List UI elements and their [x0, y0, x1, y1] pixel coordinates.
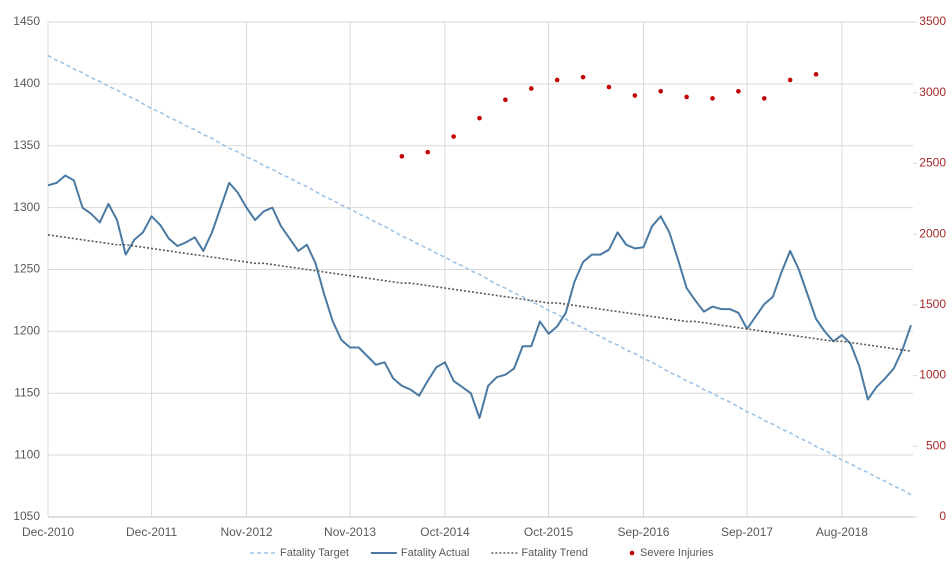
y-tick-label: 1050 — [13, 509, 40, 523]
x-tick-label: Nov-2012 — [220, 525, 272, 539]
y2-tick-label: 3500 — [919, 14, 946, 28]
point — [761, 96, 767, 101]
x-tick-label: Oct-2014 — [420, 525, 470, 539]
y2-tick-label: 2500 — [919, 156, 946, 170]
point — [451, 134, 456, 139]
series-line — [47, 174, 912, 419]
legend-label: Fatality Target — [280, 547, 349, 559]
y-tick-label: 1300 — [13, 200, 40, 214]
point — [684, 94, 689, 100]
point — [503, 97, 508, 103]
x-tick-label: Oct-2015 — [524, 525, 574, 539]
point — [632, 93, 638, 98]
point — [554, 77, 560, 83]
x-tick-label: Sep-2016 — [617, 525, 669, 539]
y-tick-label: 1250 — [13, 262, 40, 276]
x-tick-label: Aug-2018 — [816, 525, 868, 539]
y-tick-label: 1150 — [14, 385, 40, 399]
legend-label: Fatality Trend — [521, 547, 588, 559]
series-line — [47, 54, 912, 496]
legend-label: Fatality Actual — [401, 547, 469, 559]
y-tick-label: 1350 — [13, 138, 40, 152]
legend-marker — [629, 550, 635, 556]
point — [580, 74, 586, 80]
point — [658, 89, 664, 94]
y2-tick-label: 0 — [939, 509, 946, 523]
x-tick-label: Dec-2011 — [126, 525, 177, 539]
point — [606, 84, 612, 90]
point — [813, 72, 819, 77]
y2-tick-label: 1000 — [919, 368, 946, 382]
point — [736, 89, 741, 94]
y2-tick-label: 3000 — [919, 85, 946, 99]
y-tick-label: 1100 — [14, 447, 40, 461]
y2-tick-label: 2000 — [919, 226, 946, 240]
x-tick-label: Dec-2010 — [22, 525, 74, 539]
y-tick-label: 1450 — [13, 14, 40, 28]
y2-tick-label: 1500 — [919, 297, 946, 311]
point — [528, 86, 534, 91]
point — [710, 96, 715, 101]
x-tick-label: Sep-2017 — [721, 525, 773, 539]
series-line — [47, 234, 912, 352]
y-tick-label: 1200 — [13, 324, 40, 338]
y-tick-label: 1400 — [13, 76, 40, 90]
point — [477, 115, 482, 121]
point — [425, 149, 431, 155]
point — [787, 77, 793, 83]
x-tick-label: Nov-2013 — [324, 525, 376, 539]
point — [399, 154, 405, 159]
y2-tick-label: 500 — [926, 438, 946, 452]
legend-label: Severe Injuries — [640, 547, 714, 559]
